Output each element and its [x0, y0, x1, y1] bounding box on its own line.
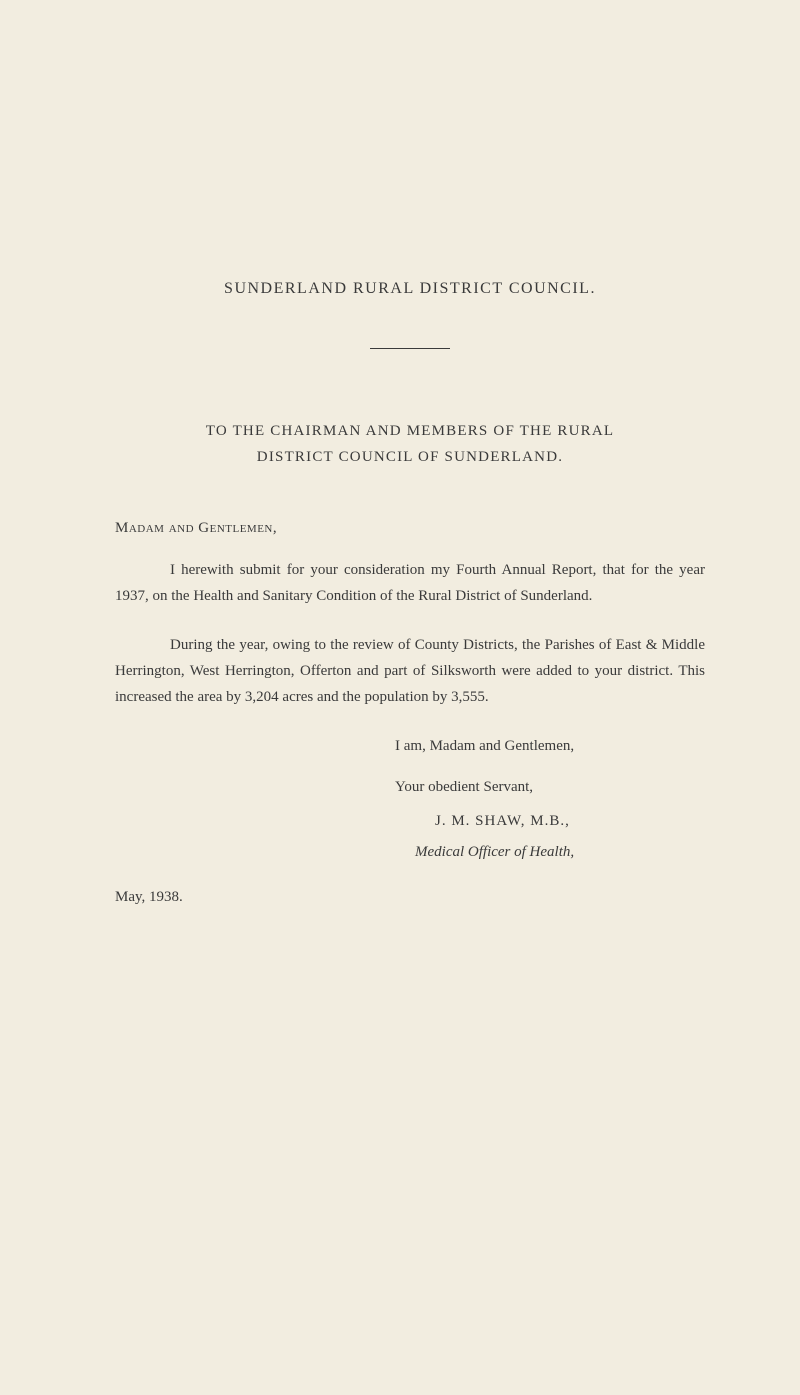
title-divider [370, 348, 450, 349]
addressee-line-1: TO THE CHAIRMAN AND MEMBERS OF THE RURAL [115, 419, 705, 445]
signature: J. M. SHAW, M.B., [395, 813, 705, 830]
body-paragraph-1: I herewith submit for your consideration… [115, 557, 705, 610]
salutation: Madam and Gentlemen, [115, 520, 705, 537]
addressee-line-2: DISTRICT COUNCIL OF SUNDERLAND. [115, 445, 705, 471]
closing-line-2: Your obedient Servant, [395, 773, 705, 802]
body-paragraph-2: During the year, owing to the review of … [115, 632, 705, 711]
closing-block: I am, Madam and Gentlemen, Your obedient… [115, 732, 705, 861]
document-title: SUNDERLAND RURAL DISTRICT COUNCIL. [115, 280, 705, 298]
addressee-block: TO THE CHAIRMAN AND MEMBERS OF THE RURAL… [115, 419, 705, 470]
document-date: May, 1938. [115, 889, 705, 906]
closing-line-1: I am, Madam and Gentlemen, [395, 732, 705, 761]
signature-role: Medical Officer of Health, [395, 844, 705, 861]
